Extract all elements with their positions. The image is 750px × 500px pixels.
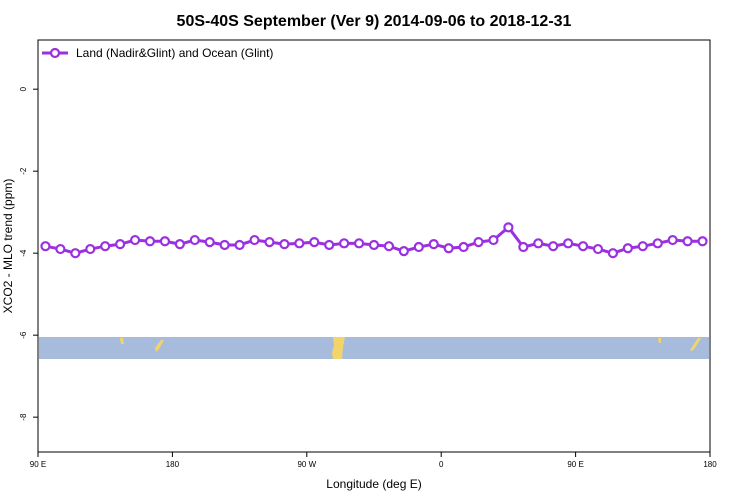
point [383,241,395,252]
point [115,239,126,250]
legend-marker [49,47,61,59]
point [518,241,529,253]
point [279,239,290,250]
x-tick-label: 90 E [30,460,46,469]
chart-title: 50S-40S September (Ver 9) 2014-09-06 to … [177,13,572,30]
point [503,222,514,233]
legend-label: Land (Nadir&Glint) and Ocean (Glint) [76,46,273,60]
point [637,241,648,252]
plot-frame [37,39,711,453]
point [85,243,96,255]
x-tick-label: 180 [703,460,717,469]
x-tick-label: 0 [439,460,444,469]
point [144,236,156,247]
point [458,241,469,253]
x-tick-label: 90 E [567,460,583,469]
point [667,234,678,246]
point [533,238,544,249]
point [324,239,335,251]
point [548,241,559,252]
point [189,234,200,246]
point [159,236,171,247]
point [249,234,260,246]
y-tick-label: -2 [19,167,28,175]
point [563,238,574,249]
point [264,237,275,248]
point [100,241,111,252]
point [70,248,81,259]
point [339,238,350,249]
point [443,243,454,254]
land-map-strip [39,337,709,359]
point [174,239,185,250]
point [368,239,380,251]
point [40,241,51,252]
point [398,246,409,257]
y-tick-label: -6 [19,331,28,339]
point [129,234,141,246]
point [309,237,320,248]
y-axis-label: XCO2 - MLO trend (ppm) [1,179,15,314]
x-tick-label: 90 W [297,460,316,469]
point [488,234,499,246]
point [473,237,484,248]
point [697,236,708,247]
point [353,238,365,249]
point [55,243,66,255]
point [622,243,633,254]
point [413,241,424,253]
point [428,239,439,250]
y-tick-label: -4 [19,249,28,257]
point [219,239,230,251]
point [294,238,305,249]
x-axis-label: Longitude (deg E) [326,477,421,491]
point [652,238,663,249]
y-tick-label: -8 [19,413,28,421]
point [234,239,245,251]
point [577,241,589,252]
y-tick-label: 0 [19,86,28,91]
point [682,236,693,247]
point [607,248,619,259]
point [204,237,215,248]
x-tick-label: 180 [166,460,180,469]
point [592,243,604,255]
